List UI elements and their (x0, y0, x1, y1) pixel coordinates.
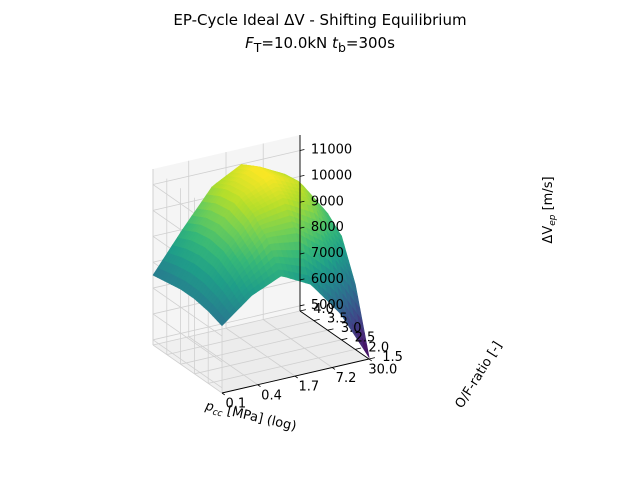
chart-title-line1: EP-Cycle Ideal ΔV - Shifting Equilibrium (173, 11, 467, 29)
x-axis-label-unit: [MPa] (log) (222, 403, 298, 434)
x-axis-label-subscript: cc (211, 408, 223, 420)
z-tick-label: 9000 (311, 194, 344, 209)
x-tick-mark (368, 358, 372, 362)
x-axis-label: pcc [MPa] (log) (202, 399, 297, 437)
axes-lines (221, 135, 375, 396)
surface-mesh (152, 164, 370, 358)
z-gridline-right (152, 150, 301, 185)
z-tick-label: 5000 (311, 298, 344, 313)
y-tick-mark (327, 328, 334, 331)
y-gridline-floor (152, 310, 301, 346)
z-tick-label: 10000 (311, 168, 352, 183)
surface-facet (361, 338, 370, 358)
z-axis-label-subscript: ep (548, 214, 558, 226)
title-time-subscript: b (337, 40, 346, 55)
y-gridline-floor (180, 329, 328, 365)
z-gridline-left (152, 287, 223, 337)
y-tick-label: 2.5 (355, 331, 376, 346)
title-time-symbol: t (332, 34, 338, 52)
y-gridline-floor (166, 320, 314, 355)
z-tick-mark (299, 175, 305, 177)
z-gridline-left (152, 313, 223, 363)
x-axis-label-symbol: p (203, 399, 215, 416)
y-axis-label: O/F-ratio [-] (453, 339, 506, 411)
z-gridline-right (152, 305, 301, 341)
x-tick-label: 30.0 (368, 363, 397, 378)
z-tick-mark (299, 278, 305, 281)
title-force-symbol: F (245, 34, 254, 52)
y-gridline-floor (208, 349, 356, 384)
y-tick-mark (299, 309, 306, 312)
x-gridline-floor (152, 344, 223, 394)
y-tick-mark (355, 347, 362, 350)
z-axis-label-unit: [m/s] (541, 176, 556, 214)
z-tick-label: 8000 (311, 220, 344, 235)
z-tick-label: 6000 (311, 272, 344, 287)
x-gridline-floor (225, 327, 296, 377)
y-tick-label: 1.5 (382, 350, 403, 365)
y-tick-label: 3.5 (327, 312, 348, 327)
y-tick-label: 3.0 (341, 321, 362, 336)
x-tick-label: 0.4 (261, 388, 282, 403)
y-tick-mark (313, 318, 320, 321)
z-axis-label: ΔVep [m/s] (541, 176, 558, 243)
z-axis-label-symbol: ΔV (541, 226, 556, 244)
x-tick-label: 1.7 (298, 380, 319, 395)
x-tick-label: 7.2 (336, 371, 357, 386)
y-tick-mark (341, 338, 348, 341)
y-tick-label: 2.0 (368, 340, 389, 355)
chart-title-line2: FT=10.0kN tb=300s (0, 34, 640, 55)
z-tick-mark (299, 200, 305, 203)
z-tick-mark (299, 252, 305, 255)
title-time-value: =300s (345, 34, 395, 52)
z-tick-mark (299, 226, 305, 229)
x-tick-label: 0.1 (225, 397, 246, 412)
y-tick-mark (368, 357, 375, 360)
y-tick-label: 4.0 (313, 302, 334, 317)
y-axis-line (299, 310, 370, 360)
z-tick-label: 7000 (311, 246, 344, 261)
title-force-subscript: T (253, 40, 262, 55)
title-force-value: =10.0kN (261, 34, 333, 52)
y-gridline-floor (194, 339, 342, 375)
z-tick-mark (299, 149, 305, 151)
z-gridline-left (152, 339, 223, 389)
x-gridline-floor (188, 336, 258, 386)
x-axis-line (221, 358, 370, 394)
z-tick-label: 11000 (311, 142, 352, 157)
z-tick-mark (299, 304, 305, 307)
x-gridline-floor (262, 319, 333, 368)
